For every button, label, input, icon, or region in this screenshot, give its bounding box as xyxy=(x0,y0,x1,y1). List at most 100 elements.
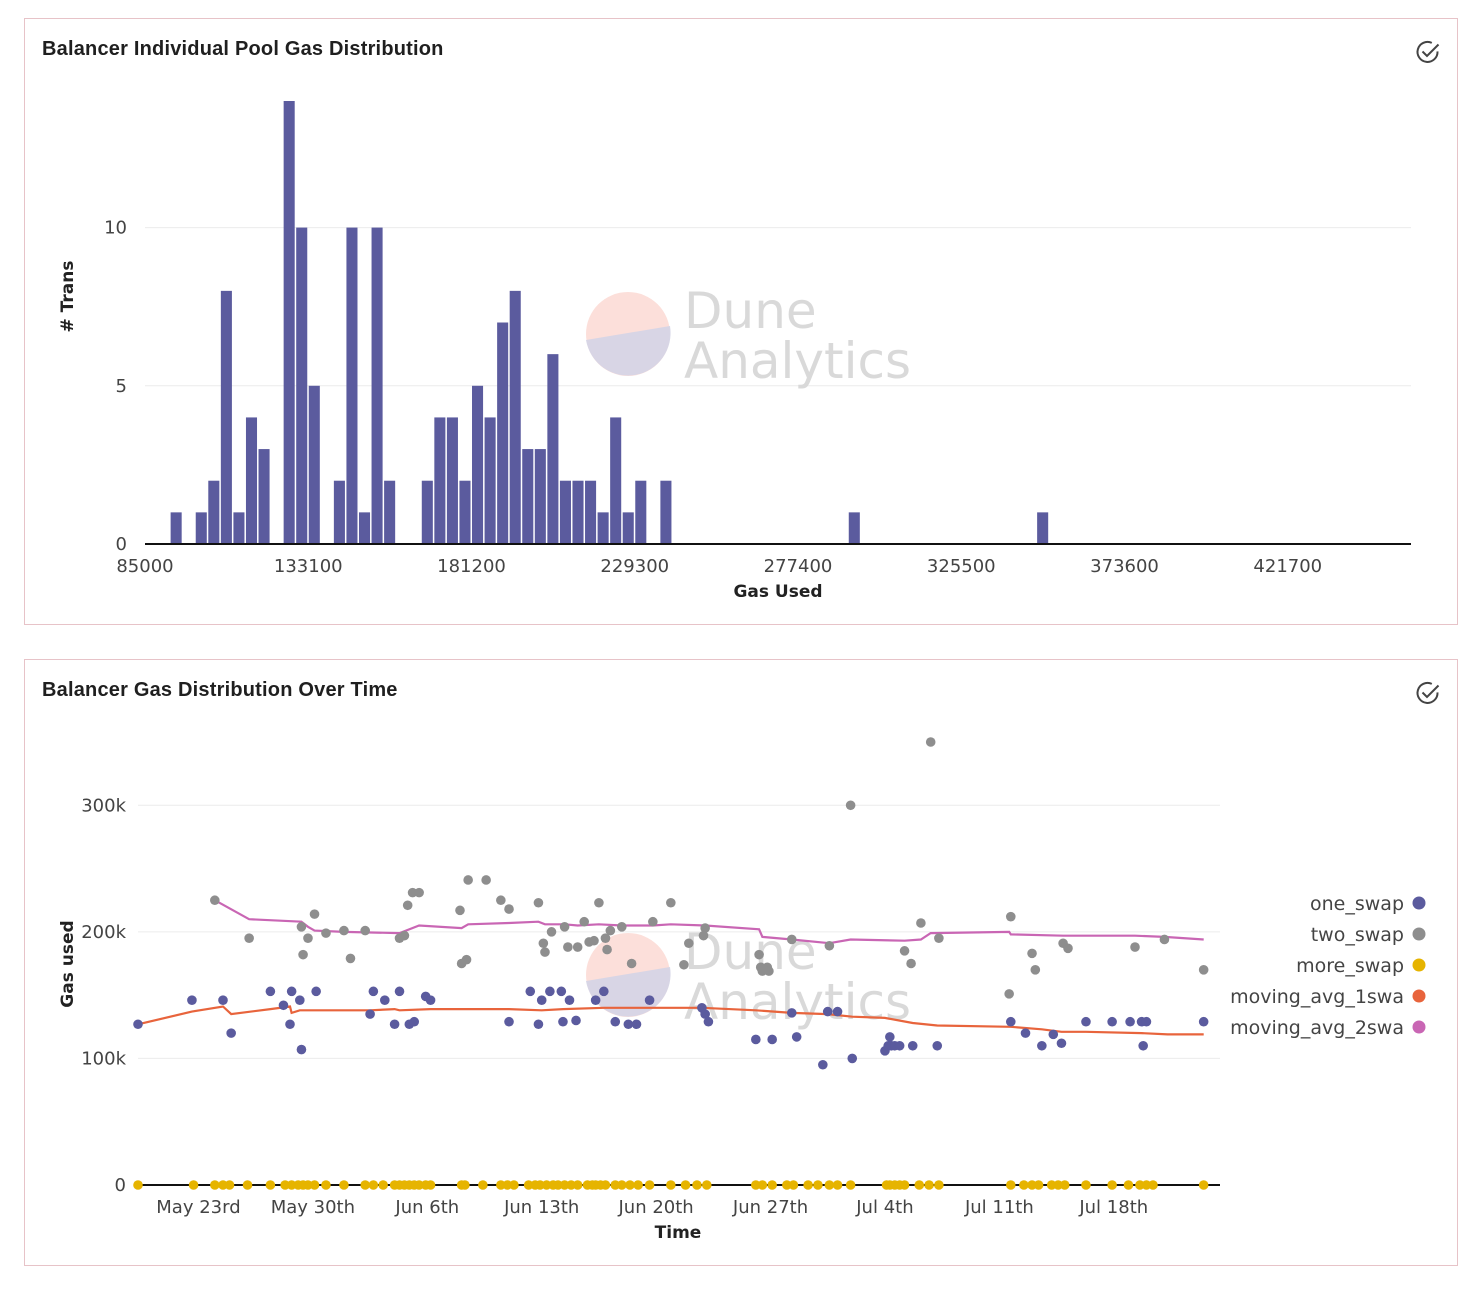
gas-over-time-panel: Balancer Gas Distribution Over Time 0 100… xyxy=(24,659,1458,1266)
histogram-bar xyxy=(333,480,345,544)
point-more_swap xyxy=(242,1180,253,1190)
x-tick-label: 325500 xyxy=(927,556,996,577)
x-tick-label: Jul 11th xyxy=(964,1197,1034,1218)
point-two_swap xyxy=(559,921,570,932)
point-one_swap xyxy=(545,986,555,997)
point-one_swap xyxy=(907,1040,918,1051)
legend-label[interactable]: more_swap xyxy=(1296,955,1404,977)
point-more_swap xyxy=(767,1180,777,1190)
point-one_swap xyxy=(791,1032,802,1042)
watermark-line2: Analytics xyxy=(684,973,911,1031)
point-two_swap xyxy=(602,944,612,955)
histogram-bar xyxy=(660,480,672,544)
point-one_swap xyxy=(311,986,321,997)
y-tick-label: 300k xyxy=(81,795,126,816)
point-more_swap xyxy=(924,1180,934,1190)
point-more_swap xyxy=(832,1180,843,1190)
legend-swatch[interactable] xyxy=(1412,958,1426,972)
point-two_swap xyxy=(616,921,627,932)
point-more_swap xyxy=(914,1180,925,1190)
histogram-bar xyxy=(534,449,546,544)
legend-swatch[interactable] xyxy=(1412,896,1426,910)
x-tick-label: 229300 xyxy=(600,556,669,577)
point-one_swap xyxy=(265,986,276,997)
point-two_swap xyxy=(1198,965,1209,975)
panel-title: Balancer Gas Distribution Over Time xyxy=(42,679,398,701)
panel-title: Balancer Individual Pool Gas Distributio… xyxy=(42,38,444,60)
legend-label[interactable]: moving_avg_2swa xyxy=(1230,1017,1404,1039)
histogram-bar xyxy=(585,480,597,544)
point-one_swap xyxy=(644,995,655,1006)
point-two_swap xyxy=(925,737,936,747)
histogram-bar xyxy=(572,480,584,544)
point-one_swap xyxy=(700,1009,710,1019)
histogram-bar xyxy=(472,385,484,544)
histogram-bar xyxy=(170,512,182,544)
histogram-bar xyxy=(622,512,634,544)
point-one_swap xyxy=(556,986,567,997)
point-more_swap xyxy=(378,1180,388,1190)
point-two_swap xyxy=(309,909,320,919)
point-more_swap xyxy=(265,1180,276,1190)
point-more_swap xyxy=(224,1180,235,1190)
point-one_swap xyxy=(623,1019,634,1030)
point-two_swap xyxy=(666,897,676,908)
point-two_swap xyxy=(538,938,549,949)
legend-swatch[interactable] xyxy=(1412,927,1426,941)
legend-label[interactable]: one_swap xyxy=(1310,893,1404,915)
histogram-bar xyxy=(848,512,860,544)
histogram-bar xyxy=(371,227,383,545)
y-axis-label: Gas used xyxy=(58,920,78,1007)
x-tick-label: 373600 xyxy=(1090,556,1159,577)
point-one_swap xyxy=(1020,1028,1031,1038)
point-two_swap xyxy=(700,923,710,933)
x-tick-label: May 23rd xyxy=(156,1197,240,1218)
point-one_swap xyxy=(1141,1016,1152,1027)
point-more_swap xyxy=(460,1180,470,1190)
legend-label[interactable]: moving_avg_1swa xyxy=(1230,986,1404,1008)
point-two_swap xyxy=(455,905,465,916)
histogram-bar xyxy=(308,385,320,544)
point-one_swap xyxy=(504,1016,514,1027)
point-more_swap xyxy=(633,1180,643,1190)
point-two_swap xyxy=(572,942,583,952)
y-tick-label: 200k xyxy=(81,922,126,943)
point-one_swap xyxy=(1048,1029,1059,1040)
point-more_swap xyxy=(701,1180,712,1190)
point-more_swap xyxy=(1059,1180,1070,1190)
histogram-bar xyxy=(358,512,371,544)
histogram-bar xyxy=(434,417,446,544)
point-more_swap xyxy=(309,1180,320,1190)
histogram-bar xyxy=(258,449,270,544)
point-two_swap xyxy=(1004,989,1014,999)
histogram-bar xyxy=(497,322,509,544)
check-circle-icon[interactable] xyxy=(1415,39,1441,65)
histogram-bar xyxy=(233,512,245,544)
check-circle-icon[interactable] xyxy=(1415,680,1441,706)
legend-swatch[interactable] xyxy=(1412,1020,1426,1034)
legend-swatch[interactable] xyxy=(1412,989,1426,1003)
point-one_swap xyxy=(610,1016,621,1027)
x-tick-label: Jun 27th xyxy=(732,1197,808,1218)
point-more_swap xyxy=(692,1180,702,1190)
legend-label[interactable]: two_swap xyxy=(1311,924,1404,946)
point-one_swap xyxy=(286,986,297,997)
point-one_swap xyxy=(847,1053,858,1064)
point-one_swap xyxy=(525,986,536,997)
point-more_swap xyxy=(368,1180,379,1190)
histogram-bar xyxy=(220,290,232,544)
point-one_swap xyxy=(187,995,197,1006)
point-one_swap xyxy=(751,1034,761,1045)
histogram-bar xyxy=(509,290,521,544)
point-one_swap xyxy=(533,1019,544,1030)
x-axis-label: Time xyxy=(655,1223,702,1243)
point-two_swap xyxy=(626,958,637,969)
histogram-bar xyxy=(446,417,458,544)
point-more_swap xyxy=(680,1180,691,1190)
y-tick-label: 10 xyxy=(104,218,127,239)
point-one_swap xyxy=(832,1006,843,1017)
point-more_swap xyxy=(210,1180,220,1190)
point-two_swap xyxy=(698,930,709,941)
point-more_swap xyxy=(133,1180,143,1190)
